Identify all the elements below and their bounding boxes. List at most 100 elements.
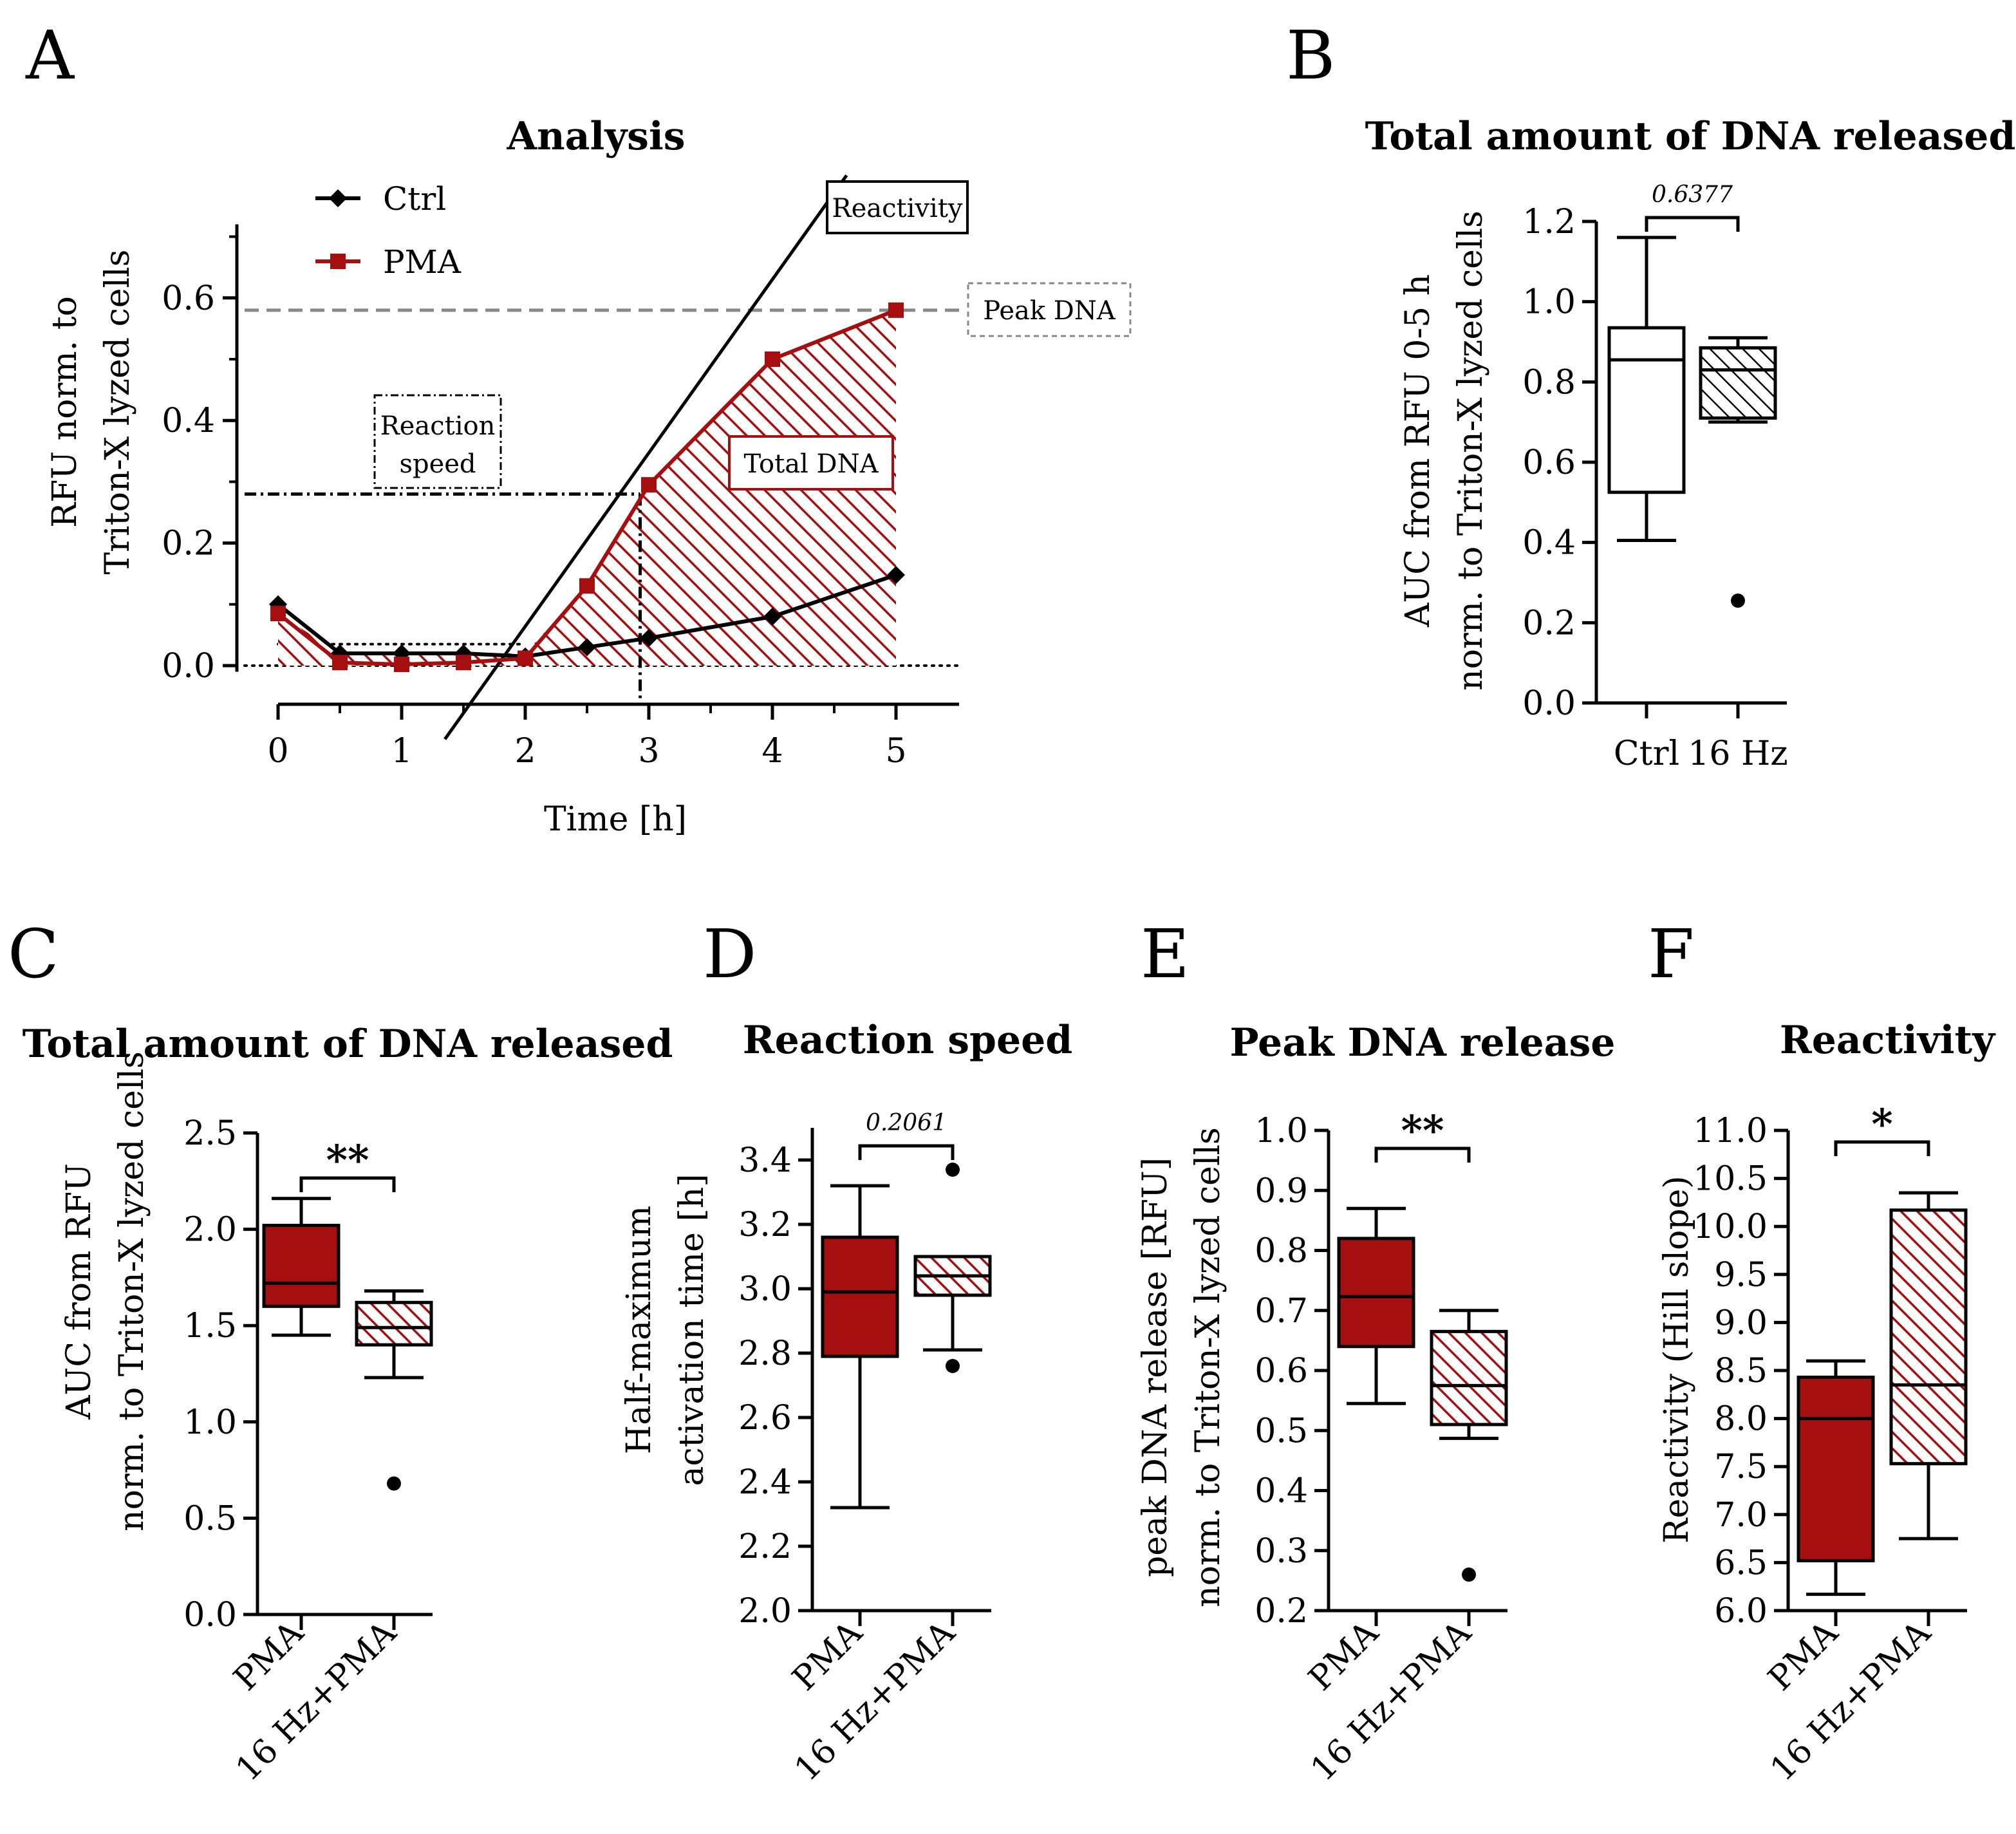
outlier-point bbox=[946, 1163, 960, 1177]
panel-c-ylabel-line2: norm. to Triton-X lyzed cells bbox=[113, 1051, 151, 1531]
significance-label: * bbox=[1871, 1100, 1892, 1148]
panel-f-plot: 6.0 6.5 7.0 7.5 8.0 8.5 9.0 9.5 10.0 10.5 11.0 * bbox=[1693, 1100, 1968, 1631]
pma-point bbox=[394, 657, 409, 673]
pma-point bbox=[332, 655, 348, 671]
panel-a-annotations: Reactivity Peak DNA Reaction speed Total… bbox=[373, 180, 1132, 491]
ytick-label: 2.8 bbox=[738, 1334, 792, 1373]
ytick-label: 0.2 bbox=[1522, 604, 1576, 642]
box-16-hz-pma bbox=[1430, 1329, 1508, 1427]
panel-e: E Peak DNA release 0.2 0.3 0.4 0.5 0.6 0.7 0.8… bbox=[1136, 915, 1615, 1789]
panel-b-ylabel-line2: norm. to Triton-X lyzed cells bbox=[1451, 211, 1490, 691]
ytick-label: 8.0 bbox=[1714, 1400, 1768, 1439]
panel-f-ylabel: Reactivity (Hill slope) bbox=[1657, 1175, 1696, 1543]
box-pma bbox=[821, 1235, 899, 1358]
panel-c-xtick-16hz-pma: 16 Hz+PMA bbox=[229, 1613, 404, 1789]
panel-a-ytick-label: 0.2 bbox=[162, 525, 215, 563]
significance-bracket bbox=[1645, 216, 1740, 232]
ytick-label: 7.5 bbox=[1714, 1448, 1768, 1486]
panel-d-ylabel-line1: Half-maximum bbox=[620, 1206, 658, 1454]
ytick-label: 2.5 bbox=[183, 1114, 237, 1153]
ytick-label: 11.0 bbox=[1693, 1112, 1768, 1150]
box-ctrl bbox=[1607, 326, 1686, 494]
reactivity-line bbox=[443, 174, 848, 740]
panel-f-title: Reactivity bbox=[1780, 1018, 1996, 1063]
panel-d: D Reaction speed 2.0 2.2 2.4 2.6 2.8 3.0 3.2 3.… bbox=[620, 915, 1072, 1789]
box-16-hz bbox=[1699, 346, 1777, 420]
pma-point bbox=[641, 477, 657, 493]
outlier-point bbox=[387, 1476, 401, 1491]
reaction-speed-box bbox=[373, 394, 502, 489]
ytick-label: 0.9 bbox=[1255, 1172, 1308, 1210]
total-dna-area bbox=[278, 310, 896, 666]
significance-label: 0.2061 bbox=[866, 1110, 947, 1136]
ytick-label: 1.0 bbox=[183, 1403, 237, 1442]
panel-e-title: Peak DNA release bbox=[1230, 1020, 1616, 1065]
panel-c-xtick-pma: PMA bbox=[227, 1613, 312, 1698]
panel-a-ytick-label: 0.6 bbox=[162, 279, 215, 318]
panel-b-plot: 0.0 0.2 0.4 0.6 0.8 1.0 1.2 0.6377 bbox=[1522, 182, 1787, 723]
panel-a-ylabel-line1: RFU norm. to bbox=[46, 296, 84, 528]
ytick-label: 3.4 bbox=[738, 1141, 792, 1180]
significance-bracket bbox=[1834, 1140, 1930, 1156]
pma-point bbox=[270, 606, 286, 622]
panel-a-ytick-label: 0.0 bbox=[162, 647, 215, 686]
panel-c-title: Total amount of DNA released bbox=[23, 1022, 673, 1067]
panel-f-xtick-16hz-pma: 16 Hz+PMA bbox=[1763, 1613, 1939, 1789]
total-dna-label: Total DNA bbox=[743, 449, 879, 479]
ytick-label: 9.0 bbox=[1714, 1304, 1768, 1342]
outlier-point bbox=[1731, 594, 1745, 608]
legend-ctrl-label: Ctrl bbox=[383, 180, 446, 218]
panel-a-xtick-label: 3 bbox=[638, 732, 659, 771]
panel-c: C Total amount of DNA released 0.0 0.5 1.0… bbox=[8, 915, 673, 1789]
panel-b-title: Total amount of DNA released bbox=[1365, 114, 2016, 159]
ytick-label: 0.6 bbox=[1522, 444, 1576, 482]
panel-a-xlabel: Time [h] bbox=[544, 800, 687, 839]
panel-label-c: C bbox=[8, 915, 59, 993]
ctrl-point bbox=[887, 566, 905, 585]
panel-a-xtick-label: 4 bbox=[761, 732, 783, 771]
significance-label: ** bbox=[326, 1136, 369, 1184]
panel-label-e: E bbox=[1141, 915, 1190, 993]
pma-point bbox=[518, 650, 533, 666]
panel-label-b: B bbox=[1286, 16, 1335, 95]
significance-bracket bbox=[299, 1176, 396, 1192]
legend-pma-square-icon bbox=[330, 254, 346, 269]
panel-label-f: F bbox=[1648, 915, 1694, 993]
panel-a: A Analysis 0.0 0.2 0.4 0.6 0 1 2 3 4 5 Ctrl PMA R… bbox=[25, 16, 1132, 839]
outlier-point bbox=[946, 1359, 960, 1373]
panel-d-plot: 2.0 2.2 2.4 2.6 2.8 3.0 3.2 3.4 0.2061 bbox=[738, 1110, 992, 1631]
ytick-label: 0.3 bbox=[1255, 1532, 1308, 1571]
panel-c-ylabel-line1: AUC from RFU bbox=[60, 1163, 98, 1420]
ytick-label: 0.8 bbox=[1255, 1232, 1308, 1271]
panel-a-ytick-label: 0.4 bbox=[162, 402, 215, 440]
ytick-label: 1.0 bbox=[1255, 1112, 1308, 1150]
significance-bracket bbox=[858, 1144, 955, 1160]
ytick-label: 0.5 bbox=[183, 1499, 237, 1538]
panel-b-xtick-ctrl: Ctrl bbox=[1614, 735, 1679, 773]
ytick-label: 7.0 bbox=[1714, 1496, 1768, 1535]
ytick-label: 6.5 bbox=[1714, 1544, 1768, 1582]
ytick-label: 0.7 bbox=[1255, 1292, 1308, 1331]
ytick-label: 0.5 bbox=[1255, 1412, 1308, 1450]
box-pma bbox=[1797, 1375, 1875, 1562]
box-16-hz-pma bbox=[355, 1300, 433, 1347]
panel-a-plot: 0.0 0.2 0.4 0.6 0 1 2 3 4 5 bbox=[162, 174, 966, 771]
panel-a-xtick-label: 0 bbox=[267, 732, 288, 771]
box-pma bbox=[1337, 1237, 1415, 1349]
panel-f-xtick-pma: PMA bbox=[1761, 1613, 1846, 1698]
panel-d-title: Reaction speed bbox=[743, 1018, 1073, 1063]
ctrl-point bbox=[763, 607, 781, 626]
ytick-label: 2.2 bbox=[738, 1528, 792, 1566]
legend-pma-label: PMA bbox=[383, 243, 462, 281]
reaction-speed-label-line1: Reaction bbox=[380, 411, 496, 441]
ctrl-point bbox=[640, 629, 658, 648]
box-16-hz-pma bbox=[1889, 1208, 1968, 1466]
ytick-label: 1.0 bbox=[1522, 283, 1576, 322]
panel-c-plot: 0.0 0.5 1.0 1.5 2.0 2.5 ** bbox=[183, 1114, 433, 1634]
panel-b-xtick-16hz: 16 Hz bbox=[1688, 735, 1787, 773]
ytick-label: 0.4 bbox=[1255, 1472, 1308, 1511]
pma-point bbox=[456, 655, 471, 671]
panel-d-xtick-pma: PMA bbox=[785, 1613, 870, 1698]
ytick-label: 10.0 bbox=[1693, 1208, 1768, 1246]
